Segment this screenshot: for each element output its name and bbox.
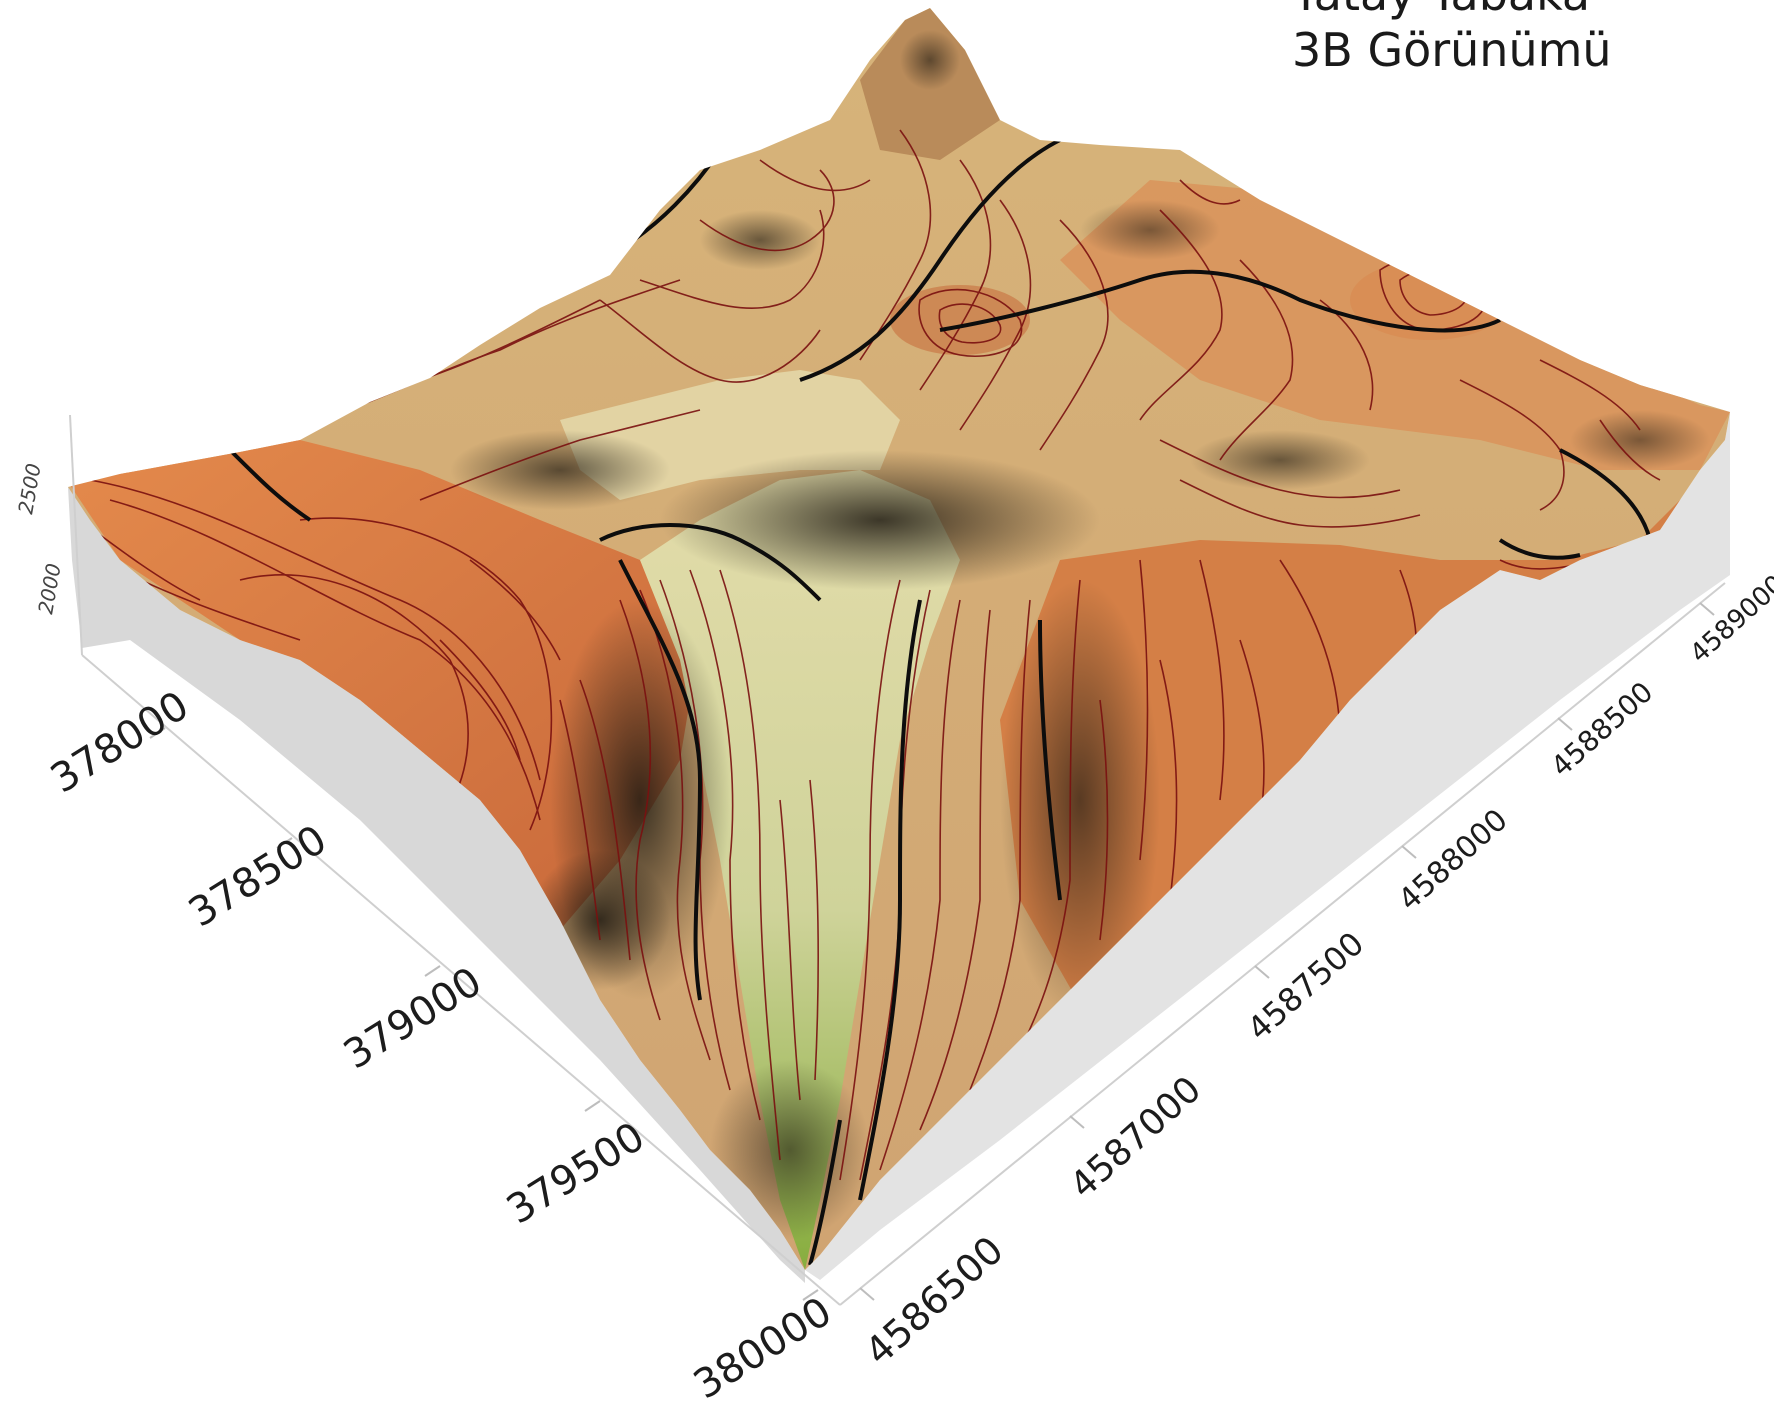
northing-tick-4588000: 4588000 — [1392, 803, 1515, 918]
valley-floor — [640, 470, 960, 1270]
northing-tick-4587000: 4587000 — [1063, 1069, 1210, 1207]
map-title: Yatay Tabaka 3B Görünümü — [1292, 0, 1612, 78]
ridge-left-orange — [68, 440, 700, 930]
northing-axis-line — [839, 582, 1726, 1306]
map-title-line1: Yatay Tabaka — [1292, 0, 1612, 22]
shadow-top-peak — [900, 30, 960, 90]
elevation-axis-line — [69, 414, 83, 656]
block-side-right — [805, 412, 1730, 1280]
easting-ticks — [149, 727, 819, 1301]
map-title-line2: 3B Görünümü — [1292, 23, 1612, 77]
easting-axis-line — [81, 654, 841, 1306]
block-side-left — [68, 487, 805, 1283]
shadow-central-ridge — [660, 450, 1100, 590]
elevation-tick-labels: 2000 2500 — [13, 462, 65, 616]
easting-tick-379000: 379000 — [336, 959, 490, 1079]
shadow-top — [700, 210, 820, 270]
northing-tick-4586500: 4586500 — [857, 1228, 1012, 1374]
hill-upper-right — [890, 285, 1030, 355]
block-sides — [68, 412, 1730, 1283]
hill-far-right — [1350, 260, 1510, 340]
axes — [69, 414, 1726, 1306]
shadow-upper-right — [1080, 200, 1220, 260]
shadow-upper-left — [450, 430, 670, 510]
easting-tick-378000: 378000 — [43, 683, 197, 803]
minor-contours — [79, 129, 1661, 1181]
shadow-right-edge — [1570, 410, 1710, 470]
easting-tick-379500: 379500 — [499, 1114, 653, 1234]
northing-ticks — [859, 602, 1715, 1301]
elevation-tick-2000: 2000 — [33, 562, 65, 616]
elevation-tick-2500: 2500 — [13, 462, 45, 516]
easting-tick-378500: 378500 — [181, 817, 335, 937]
northing-tick-4587500: 4587500 — [1240, 924, 1371, 1048]
easting-tick-380000: 380000 — [686, 1289, 840, 1403]
shadow-right-hill — [1190, 430, 1370, 490]
